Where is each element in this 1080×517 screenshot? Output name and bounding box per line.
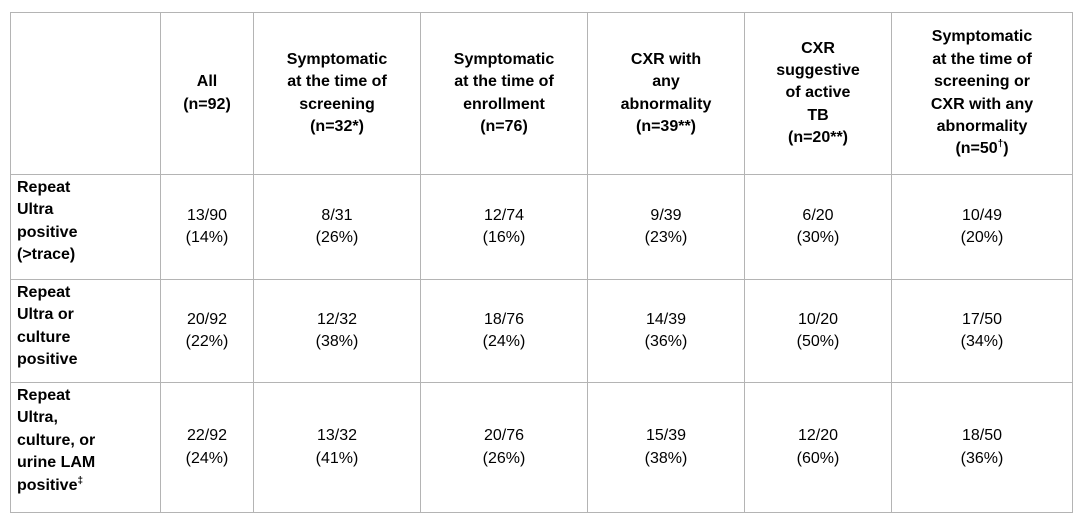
header-cell-cxr-any-abnormality: CXR with any abnormality (n=39**)	[587, 12, 745, 175]
data-cell: 20/92 (22%)	[160, 279, 254, 383]
data-cell: 6/20 (30%)	[744, 174, 892, 280]
table-row: Repeat Ultra, culture, or urine LAM posi…	[10, 382, 1073, 513]
data-cell: 13/32 (41%)	[253, 382, 421, 513]
header-cell-symptomatic-or-cxr: Symptomatic at the time of screening or …	[891, 12, 1073, 175]
table-header-row: All (n=92) Symptomatic at the time of sc…	[10, 12, 1073, 175]
data-cell: 9/39 (23%)	[587, 174, 745, 280]
data-cell: 12/20 (60%)	[744, 382, 892, 513]
data-cell: 10/49 (20%)	[891, 174, 1073, 280]
data-cell: 22/92 (24%)	[160, 382, 254, 513]
data-cell: 8/31 (26%)	[253, 174, 421, 280]
data-cell: 18/50 (36%)	[891, 382, 1073, 513]
data-cell: 10/20 (50%)	[744, 279, 892, 383]
data-cell: 13/90 (14%)	[160, 174, 254, 280]
header-cell-corner	[10, 12, 161, 175]
data-cell: 15/39 (38%)	[587, 382, 745, 513]
table-row: Repeat Ultra or culture positive 20/92 (…	[10, 279, 1073, 383]
row-label: Repeat Ultra or culture positive	[10, 279, 161, 383]
row-label: Repeat Ultra positive (>trace)	[10, 174, 161, 280]
header-cell-symptomatic-enrollment: Symptomatic at the time of enrollment (n…	[420, 12, 588, 175]
data-cell: 20/76 (26%)	[420, 382, 588, 513]
data-cell: 17/50 (34%)	[891, 279, 1073, 383]
table-row: Repeat Ultra positive (>trace) 13/90 (14…	[10, 174, 1073, 280]
data-cell: 14/39 (36%)	[587, 279, 745, 383]
data-cell: 12/32 (38%)	[253, 279, 421, 383]
header-cell-symptomatic-screening: Symptomatic at the time of screening (n=…	[253, 12, 421, 175]
data-cell: 18/76 (24%)	[420, 279, 588, 383]
data-cell: 12/74 (16%)	[420, 174, 588, 280]
header-cell-all: All (n=92)	[160, 12, 254, 175]
row-label: Repeat Ultra, culture, or urine LAM posi…	[10, 382, 161, 513]
header-cell-cxr-active-tb: CXR suggestive of active TB (n=20**)	[744, 12, 892, 175]
results-table: All (n=92) Symptomatic at the time of sc…	[10, 12, 1073, 513]
